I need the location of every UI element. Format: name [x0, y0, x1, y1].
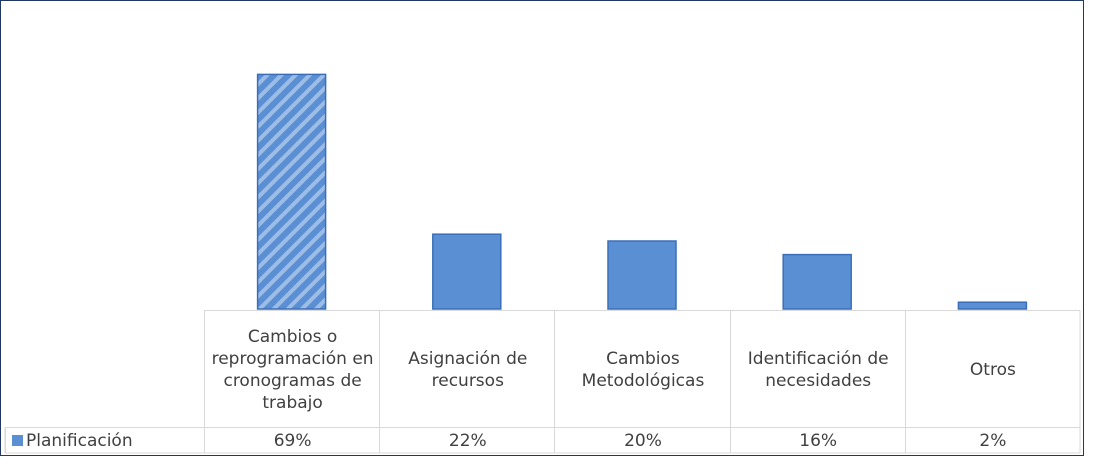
legend-label: Planificación: [26, 430, 133, 451]
value-label: 2%: [904, 427, 1080, 453]
value-label: 20%: [554, 427, 731, 453]
bar: [957, 301, 1028, 310]
legend-entry: Planificación: [5, 427, 205, 453]
category-label: Cambios o reprogramación en cronogramas …: [204, 310, 381, 428]
category-label: Cambios Metodológicas: [554, 310, 731, 428]
bar: [607, 240, 677, 310]
bar: [782, 253, 852, 310]
bar: [432, 233, 502, 310]
value-label: 16%: [729, 427, 906, 453]
category-label: Identificación de necesidades: [729, 310, 906, 428]
category-label: Asignación de recursos: [379, 310, 556, 428]
value-label: 69%: [204, 427, 381, 453]
category-label: Otros: [904, 310, 1080, 428]
legend-key: [12, 435, 23, 446]
value-label: 22%: [379, 427, 556, 453]
bar: [256, 73, 327, 310]
